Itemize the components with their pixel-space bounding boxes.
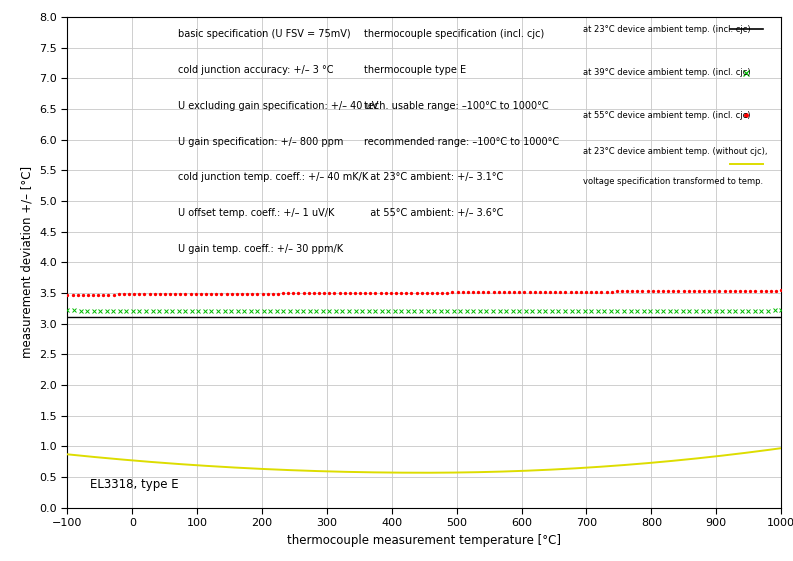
Y-axis label: measurement deviation +/– [°C]: measurement deviation +/– [°C]	[21, 166, 33, 358]
Text: at 23°C device ambient temp. (incl. cjc): at 23°C device ambient temp. (incl. cjc)	[583, 25, 750, 34]
Text: U gain specification: +/– 800 ppm: U gain specification: +/– 800 ppm	[178, 137, 343, 146]
Text: at 55°C ambient: +/– 3.6°C: at 55°C ambient: +/– 3.6°C	[363, 208, 503, 218]
Text: at 55°C device ambient temp. (incl. cjc): at 55°C device ambient temp. (incl. cjc)	[583, 111, 750, 119]
Text: tech. usable range: –100°C to 1000°C: tech. usable range: –100°C to 1000°C	[363, 101, 548, 111]
Text: basic specification (U FSV = 75mV): basic specification (U FSV = 75mV)	[178, 29, 351, 39]
Text: EL3318, type E: EL3318, type E	[90, 478, 178, 491]
Text: cold junction accuracy: +/– 3 °C: cold junction accuracy: +/– 3 °C	[178, 65, 334, 75]
Text: at 39°C device ambient temp. (incl. cjc): at 39°C device ambient temp. (incl. cjc)	[583, 68, 750, 77]
Text: thermocouple type E: thermocouple type E	[363, 65, 465, 75]
Text: U excluding gain specification: +/– 40 uV: U excluding gain specification: +/– 40 u…	[178, 101, 378, 111]
Text: U offset temp. coeff.: +/– 1 uV/K: U offset temp. coeff.: +/– 1 uV/K	[178, 208, 335, 218]
Text: at 23°C ambient: +/– 3.1°C: at 23°C ambient: +/– 3.1°C	[363, 172, 503, 182]
Text: cold junction temp. coeff.: +/– 40 mK/K: cold junction temp. coeff.: +/– 40 mK/K	[178, 172, 368, 182]
Text: U gain temp. coeff.: +/– 30 ppm/K: U gain temp. coeff.: +/– 30 ppm/K	[178, 244, 343, 254]
Text: voltage specification transformed to temp.: voltage specification transformed to tem…	[583, 177, 763, 186]
Text: at 23°C device ambient temp. (without cjc),: at 23°C device ambient temp. (without cj…	[583, 148, 767, 157]
Text: recommended range: –100°C to 1000°C: recommended range: –100°C to 1000°C	[363, 137, 559, 146]
Text: thermocouple specification (incl. cjc): thermocouple specification (incl. cjc)	[363, 29, 544, 39]
X-axis label: thermocouple measurement temperature [°C]: thermocouple measurement temperature [°C…	[287, 534, 561, 546]
